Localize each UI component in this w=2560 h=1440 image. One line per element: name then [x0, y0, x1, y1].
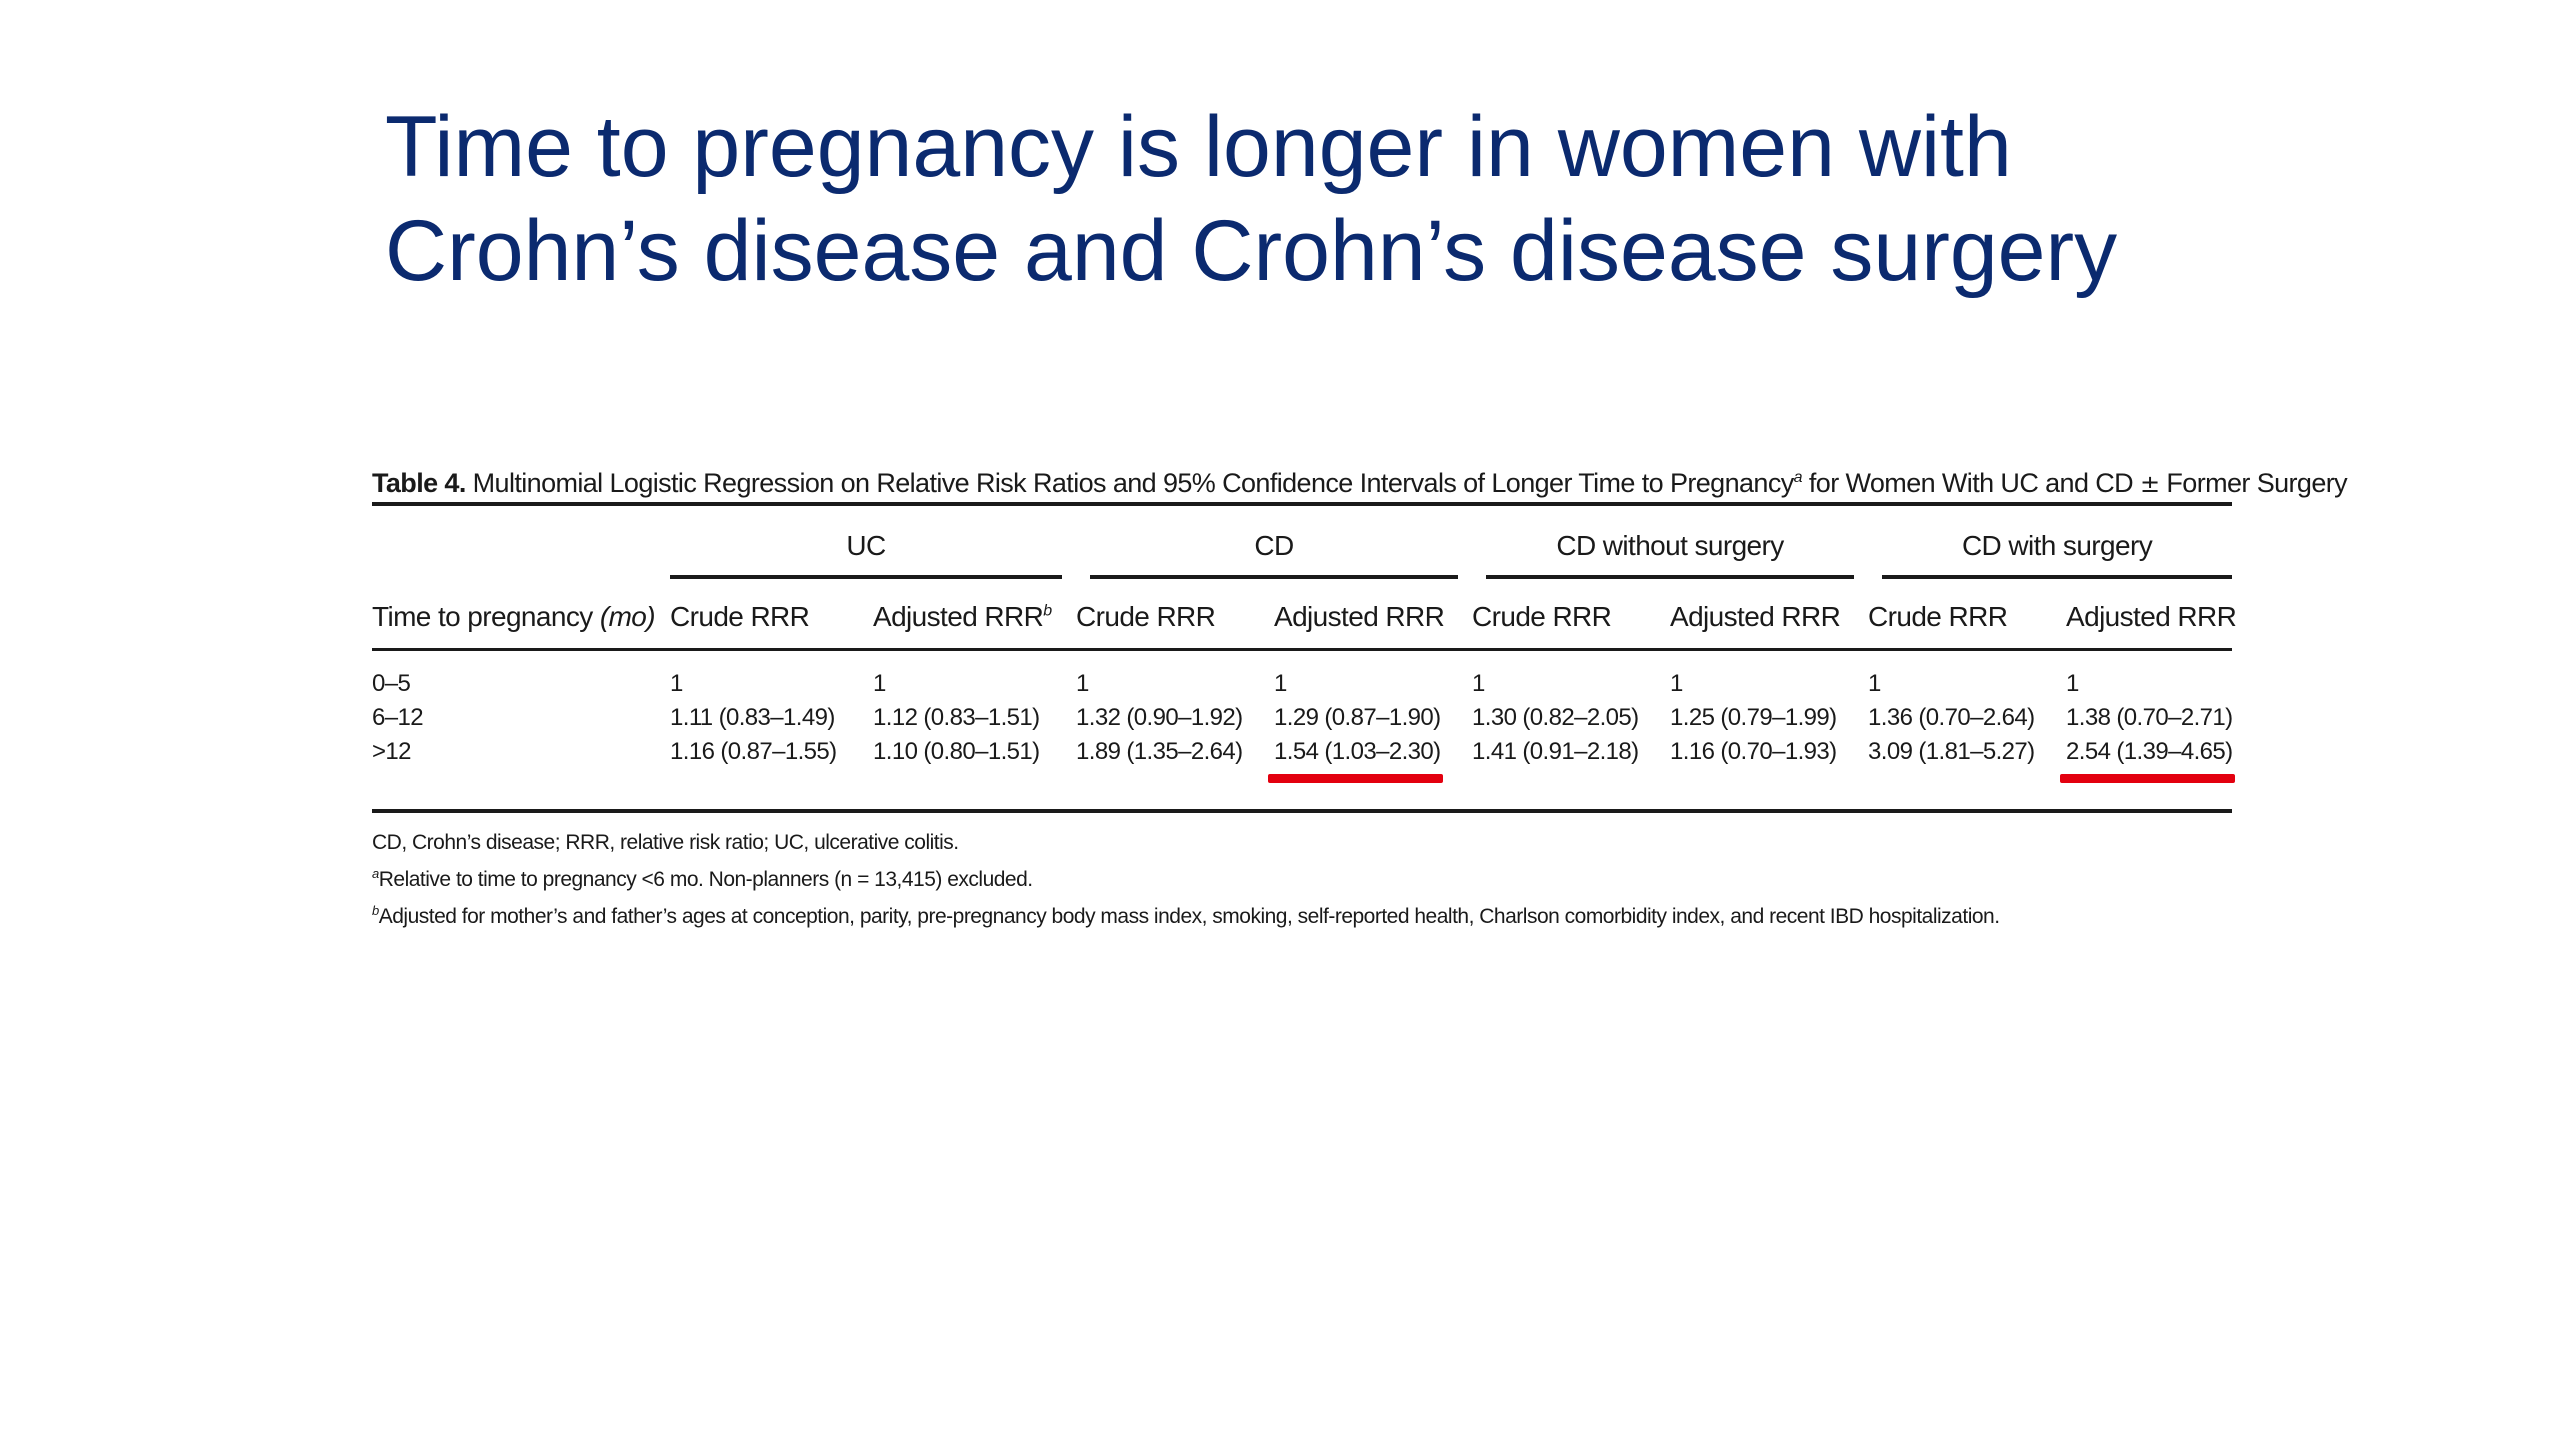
column-header-time-to-pregnancy: Time to pregnancy (mo) — [372, 601, 656, 632]
footnote-b: bAdjusted for mother’s and father’s ages… — [372, 903, 2000, 928]
cell: 1 — [1472, 670, 1485, 697]
cell: 1.41 (0.91–2.18) — [1472, 738, 1639, 765]
results-table: UC CD CD without surgery CD with surgery… — [372, 506, 2237, 648]
column-header-uc-adjusted: Adjusted RRRb — [873, 601, 1052, 632]
group-header-row: UC CD CD without surgery CD with surgery — [372, 506, 2233, 586]
cell: 1.38 (0.70–2.71) — [2066, 704, 2233, 731]
group-header-cd: CD — [1076, 506, 1472, 586]
column-header-cdw-adjusted: Adjusted RRR — [2066, 601, 2237, 632]
cell: 1.36 (0.70–2.64) — [1868, 704, 2035, 731]
cell: 3.09 (1.81–5.27) — [1868, 738, 2035, 765]
cell: 1.16 (0.70–1.93) — [1670, 738, 1837, 765]
table-header-rule — [372, 648, 2232, 651]
cell: 1 — [873, 670, 886, 697]
cell: 1.54 (1.03–2.30) — [1268, 735, 1472, 809]
table-row: 6–12 1.11 (0.83–1.49) 1.12 (0.83–1.51) 1… — [372, 701, 2233, 735]
group-header-cd-without-surgery: CD without surgery — [1472, 506, 1868, 586]
cell: 1 — [1670, 670, 1683, 697]
cell: 1 — [1868, 670, 1881, 697]
cell: 1 — [2066, 670, 2079, 697]
table-caption-footnote-marker: a — [1793, 469, 1803, 486]
cell: 1.12 (0.83–1.51) — [873, 704, 1040, 731]
table-caption-text: Multinomial Logistic Regression on Relat… — [472, 468, 1795, 498]
cell: 1.29 (0.87–1.90) — [1274, 704, 1441, 731]
column-header-cdwo-adjusted: Adjusted RRR — [1670, 601, 1841, 632]
cell: 1 — [1274, 670, 1287, 697]
row-label: >12 — [372, 738, 412, 765]
table-top-rule — [372, 502, 2232, 506]
group-header-spacer — [372, 506, 670, 586]
column-header-cdw-crude: Crude RRR — [1868, 601, 2008, 632]
results-table-body: 0–5 1 1 1 1 1 1 1 1 6–12 1.11 (0.83–1.49… — [372, 651, 2235, 809]
column-header-uc-crude: Crude RRR — [670, 601, 810, 632]
table-caption-label: Table 4. — [372, 468, 466, 498]
cell: 1.11 (0.83–1.49) — [670, 704, 835, 731]
cell: 1.25 (0.79–1.99) — [1670, 704, 1837, 731]
cell: 1.89 (1.35–2.64) — [1076, 738, 1243, 765]
slide-title-line-2: Crohn’s disease and Crohn’s disease surg… — [385, 203, 2118, 299]
cell: 1 — [1076, 670, 1089, 697]
table-caption-end: Former Surgery — [2166, 468, 2348, 498]
footnote-a: aRelative to time to pregnancy <6 mo. No… — [372, 866, 1033, 891]
column-header-row: Time to pregnancy (mo) Crude RRR Adjuste… — [372, 586, 2237, 648]
cell: 1.30 (0.82–2.05) — [1472, 704, 1639, 731]
footnote-abbreviations: CD, Crohn’s disease; RRR, relative risk … — [372, 831, 959, 854]
column-header-cd-crude: Crude RRR — [1076, 601, 1216, 632]
slide-title: Time to pregnancy is longer in women wit… — [385, 95, 2285, 303]
highlighted-cell-cd-adjusted: 1.54 (1.03–2.30) — [1268, 735, 1443, 783]
table-caption: Table 4. Multinomial Logistic Regression… — [372, 458, 2348, 502]
row-label: 0–5 — [372, 670, 411, 697]
table-caption-plusminus: ± — [2139, 470, 2160, 498]
column-header-cdwo-crude: Crude RRR — [1472, 601, 1612, 632]
column-header-cd-adjusted: Adjusted RRR — [1274, 601, 1445, 632]
group-header-uc: UC — [670, 506, 1076, 586]
highlighted-cell-cd-with-surgery-adjusted: 2.54 (1.39–4.65) — [2060, 735, 2235, 783]
results-table-block: Table 4. Multinomial Logistic Regression… — [372, 458, 2348, 932]
table-footnotes: CD, Crohn’s disease; RRR, relative risk … — [372, 827, 2232, 932]
cell: 1.10 (0.80–1.51) — [873, 738, 1040, 765]
table-bottom-rule — [372, 809, 2232, 813]
slide-title-line-1: Time to pregnancy is longer in women wit… — [385, 99, 2012, 195]
table-caption-tail: for Women With UC and CD — [1808, 468, 2134, 498]
table-row: >12 1.16 (0.87–1.55) 1.10 (0.80–1.51) 1.… — [372, 735, 2235, 809]
cell: 1 — [670, 670, 683, 697]
cell: 1.16 (0.87–1.55) — [670, 738, 837, 765]
cell: 1.32 (0.90–1.92) — [1076, 704, 1243, 731]
group-header-cd-with-surgery: CD with surgery — [1868, 506, 2233, 586]
row-label: 6–12 — [372, 704, 424, 731]
table-row: 0–5 1 1 1 1 1 1 1 1 — [372, 651, 2232, 701]
cell: 2.54 (1.39–4.65) — [2060, 735, 2235, 809]
